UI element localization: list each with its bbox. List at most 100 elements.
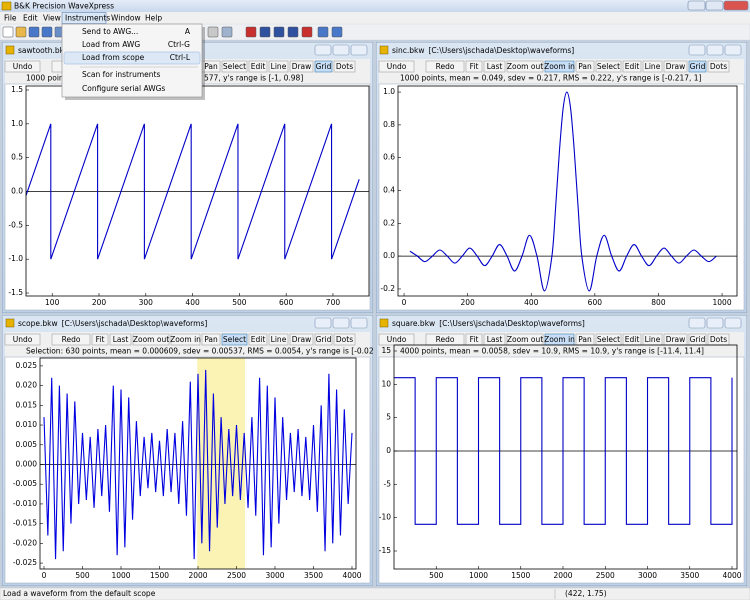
menu-item[interactable]: Edit: [23, 14, 38, 23]
tool-button-label[interactable]: Select: [597, 335, 620, 344]
tool-button[interactable]: [622, 60, 642, 73]
menu-item[interactable]: Instruments: [65, 14, 110, 23]
toolbar-icon[interactable]: [15, 26, 27, 38]
tool-button-label[interactable]: Draw: [666, 335, 686, 344]
tool-button[interactable]: [663, 60, 688, 73]
tool-button-label[interactable]: Dots: [710, 335, 727, 344]
tool-button-label[interactable]: Select: [223, 335, 246, 344]
tool-button[interactable]: [268, 60, 289, 73]
tool-button-label[interactable]: Redo: [436, 62, 455, 71]
tool-button-label[interactable]: Fit: [470, 62, 479, 71]
tool-button-label[interactable]: Fit: [96, 335, 105, 344]
toolbar-icon[interactable]: [331, 26, 343, 38]
toolbar-icon[interactable]: [41, 26, 53, 38]
toolbar-icon[interactable]: [2, 26, 14, 38]
tool-button-label[interactable]: Draw: [666, 62, 686, 71]
minimize-button[interactable]: [314, 44, 332, 56]
tool-button[interactable]: [132, 333, 170, 346]
tool-button-label[interactable]: Zoom in: [544, 62, 575, 71]
menu-item[interactable]: Window: [111, 14, 141, 23]
minimize-button[interactable]: [688, 317, 706, 329]
tool-button-label[interactable]: Line: [645, 335, 661, 344]
dropdown-item[interactable]: Load from AWG: [82, 40, 140, 49]
close-button[interactable]: [350, 44, 368, 56]
tool-button[interactable]: [248, 333, 268, 346]
toolbar-icon[interactable]: [317, 26, 329, 38]
tool-button[interactable]: [544, 60, 575, 73]
tool-button-label[interactable]: Grid: [690, 335, 706, 344]
tool-button[interactable]: [465, 60, 483, 73]
close-button[interactable]: [724, 317, 742, 329]
tool-button[interactable]: [221, 333, 248, 346]
tool-button[interactable]: [201, 333, 221, 346]
tool-button[interactable]: [575, 60, 595, 73]
tool-button-label[interactable]: Redo: [436, 335, 455, 344]
maximize-button[interactable]: [705, 0, 724, 11]
tool-button[interactable]: [506, 60, 544, 73]
tool-button-label[interactable]: Fit: [470, 335, 479, 344]
tool-button-label[interactable]: Draw: [292, 335, 312, 344]
tool-button[interactable]: [425, 60, 465, 73]
tool-button-label[interactable]: Line: [271, 62, 287, 71]
minimize-button[interactable]: [314, 317, 332, 329]
tool-button[interactable]: [289, 60, 314, 73]
tool-button[interactable]: [268, 333, 289, 346]
tool-button[interactable]: [4, 333, 41, 346]
tool-button[interactable]: [248, 60, 268, 73]
tool-button-label[interactable]: Select: [223, 62, 246, 71]
tool-button-label[interactable]: Last: [113, 335, 129, 344]
minimize-button[interactable]: [688, 44, 706, 56]
tool-button-label[interactable]: Pan: [204, 335, 218, 344]
tool-button[interactable]: [688, 60, 707, 73]
tool-button-label[interactable]: Select: [597, 62, 620, 71]
tool-button-label[interactable]: Pan: [578, 62, 592, 71]
maximize-button[interactable]: [332, 44, 350, 56]
tool-button-label[interactable]: Dots: [336, 335, 353, 344]
tool-button-label[interactable]: Zoom out: [507, 62, 543, 71]
tool-button-label[interactable]: Zoom out: [507, 335, 543, 344]
close-button[interactable]: [723, 0, 749, 11]
dropdown-item[interactable]: Configure serial AWGs: [82, 84, 165, 93]
close-button[interactable]: [350, 317, 368, 329]
tool-button-label[interactable]: Grid: [316, 335, 332, 344]
close-button[interactable]: [724, 44, 742, 56]
tool-button[interactable]: [91, 333, 109, 346]
tool-button[interactable]: [170, 333, 201, 346]
tool-button[interactable]: [314, 333, 333, 346]
tool-button-label[interactable]: Zoom out: [133, 335, 169, 344]
tool-button-label[interactable]: Zoom in: [544, 335, 575, 344]
maximize-button[interactable]: [706, 44, 724, 56]
menu-item[interactable]: View: [43, 14, 61, 23]
tool-button-label[interactable]: Pan: [204, 62, 218, 71]
tool-button[interactable]: [595, 60, 622, 73]
dropdown-item[interactable]: Load from scope: [82, 53, 145, 62]
tool-button-label[interactable]: Last: [487, 62, 503, 71]
dropdown-item[interactable]: Scan for instruments: [82, 70, 160, 79]
tool-button-label[interactable]: Zoom in: [170, 335, 201, 344]
tool-button-label[interactable]: Dots: [710, 62, 727, 71]
tool-button-label[interactable]: Edit: [625, 62, 640, 71]
tool-button-label[interactable]: Edit: [251, 62, 266, 71]
tool-button-label[interactable]: Undo: [387, 62, 407, 71]
tool-button-label[interactable]: Edit: [625, 335, 640, 344]
tool-button-label[interactable]: Edit: [251, 335, 266, 344]
tool-button[interactable]: [314, 60, 333, 73]
tool-button[interactable]: [221, 60, 248, 73]
tool-button-label[interactable]: Pan: [578, 335, 592, 344]
tool-button[interactable]: [289, 333, 314, 346]
toolbar-icon[interactable]: [28, 26, 40, 38]
tool-button[interactable]: [51, 333, 91, 346]
tool-button-label[interactable]: Redo: [62, 335, 81, 344]
tool-button[interactable]: [378, 60, 415, 73]
toolbar-icon[interactable]: [259, 26, 271, 38]
tool-button-label[interactable]: Dots: [336, 62, 353, 71]
tool-button[interactable]: [642, 60, 663, 73]
tool-button-label[interactable]: Undo: [13, 62, 33, 71]
minimize-button[interactable]: [687, 0, 706, 11]
tool-button-label[interactable]: Undo: [387, 335, 407, 344]
dropdown-item[interactable]: Send to AWG...: [82, 27, 138, 36]
toolbar-icon[interactable]: [245, 26, 257, 38]
tool-button-label[interactable]: Line: [645, 62, 661, 71]
tool-button[interactable]: [333, 333, 356, 346]
toolbar-icon[interactable]: [301, 26, 313, 38]
